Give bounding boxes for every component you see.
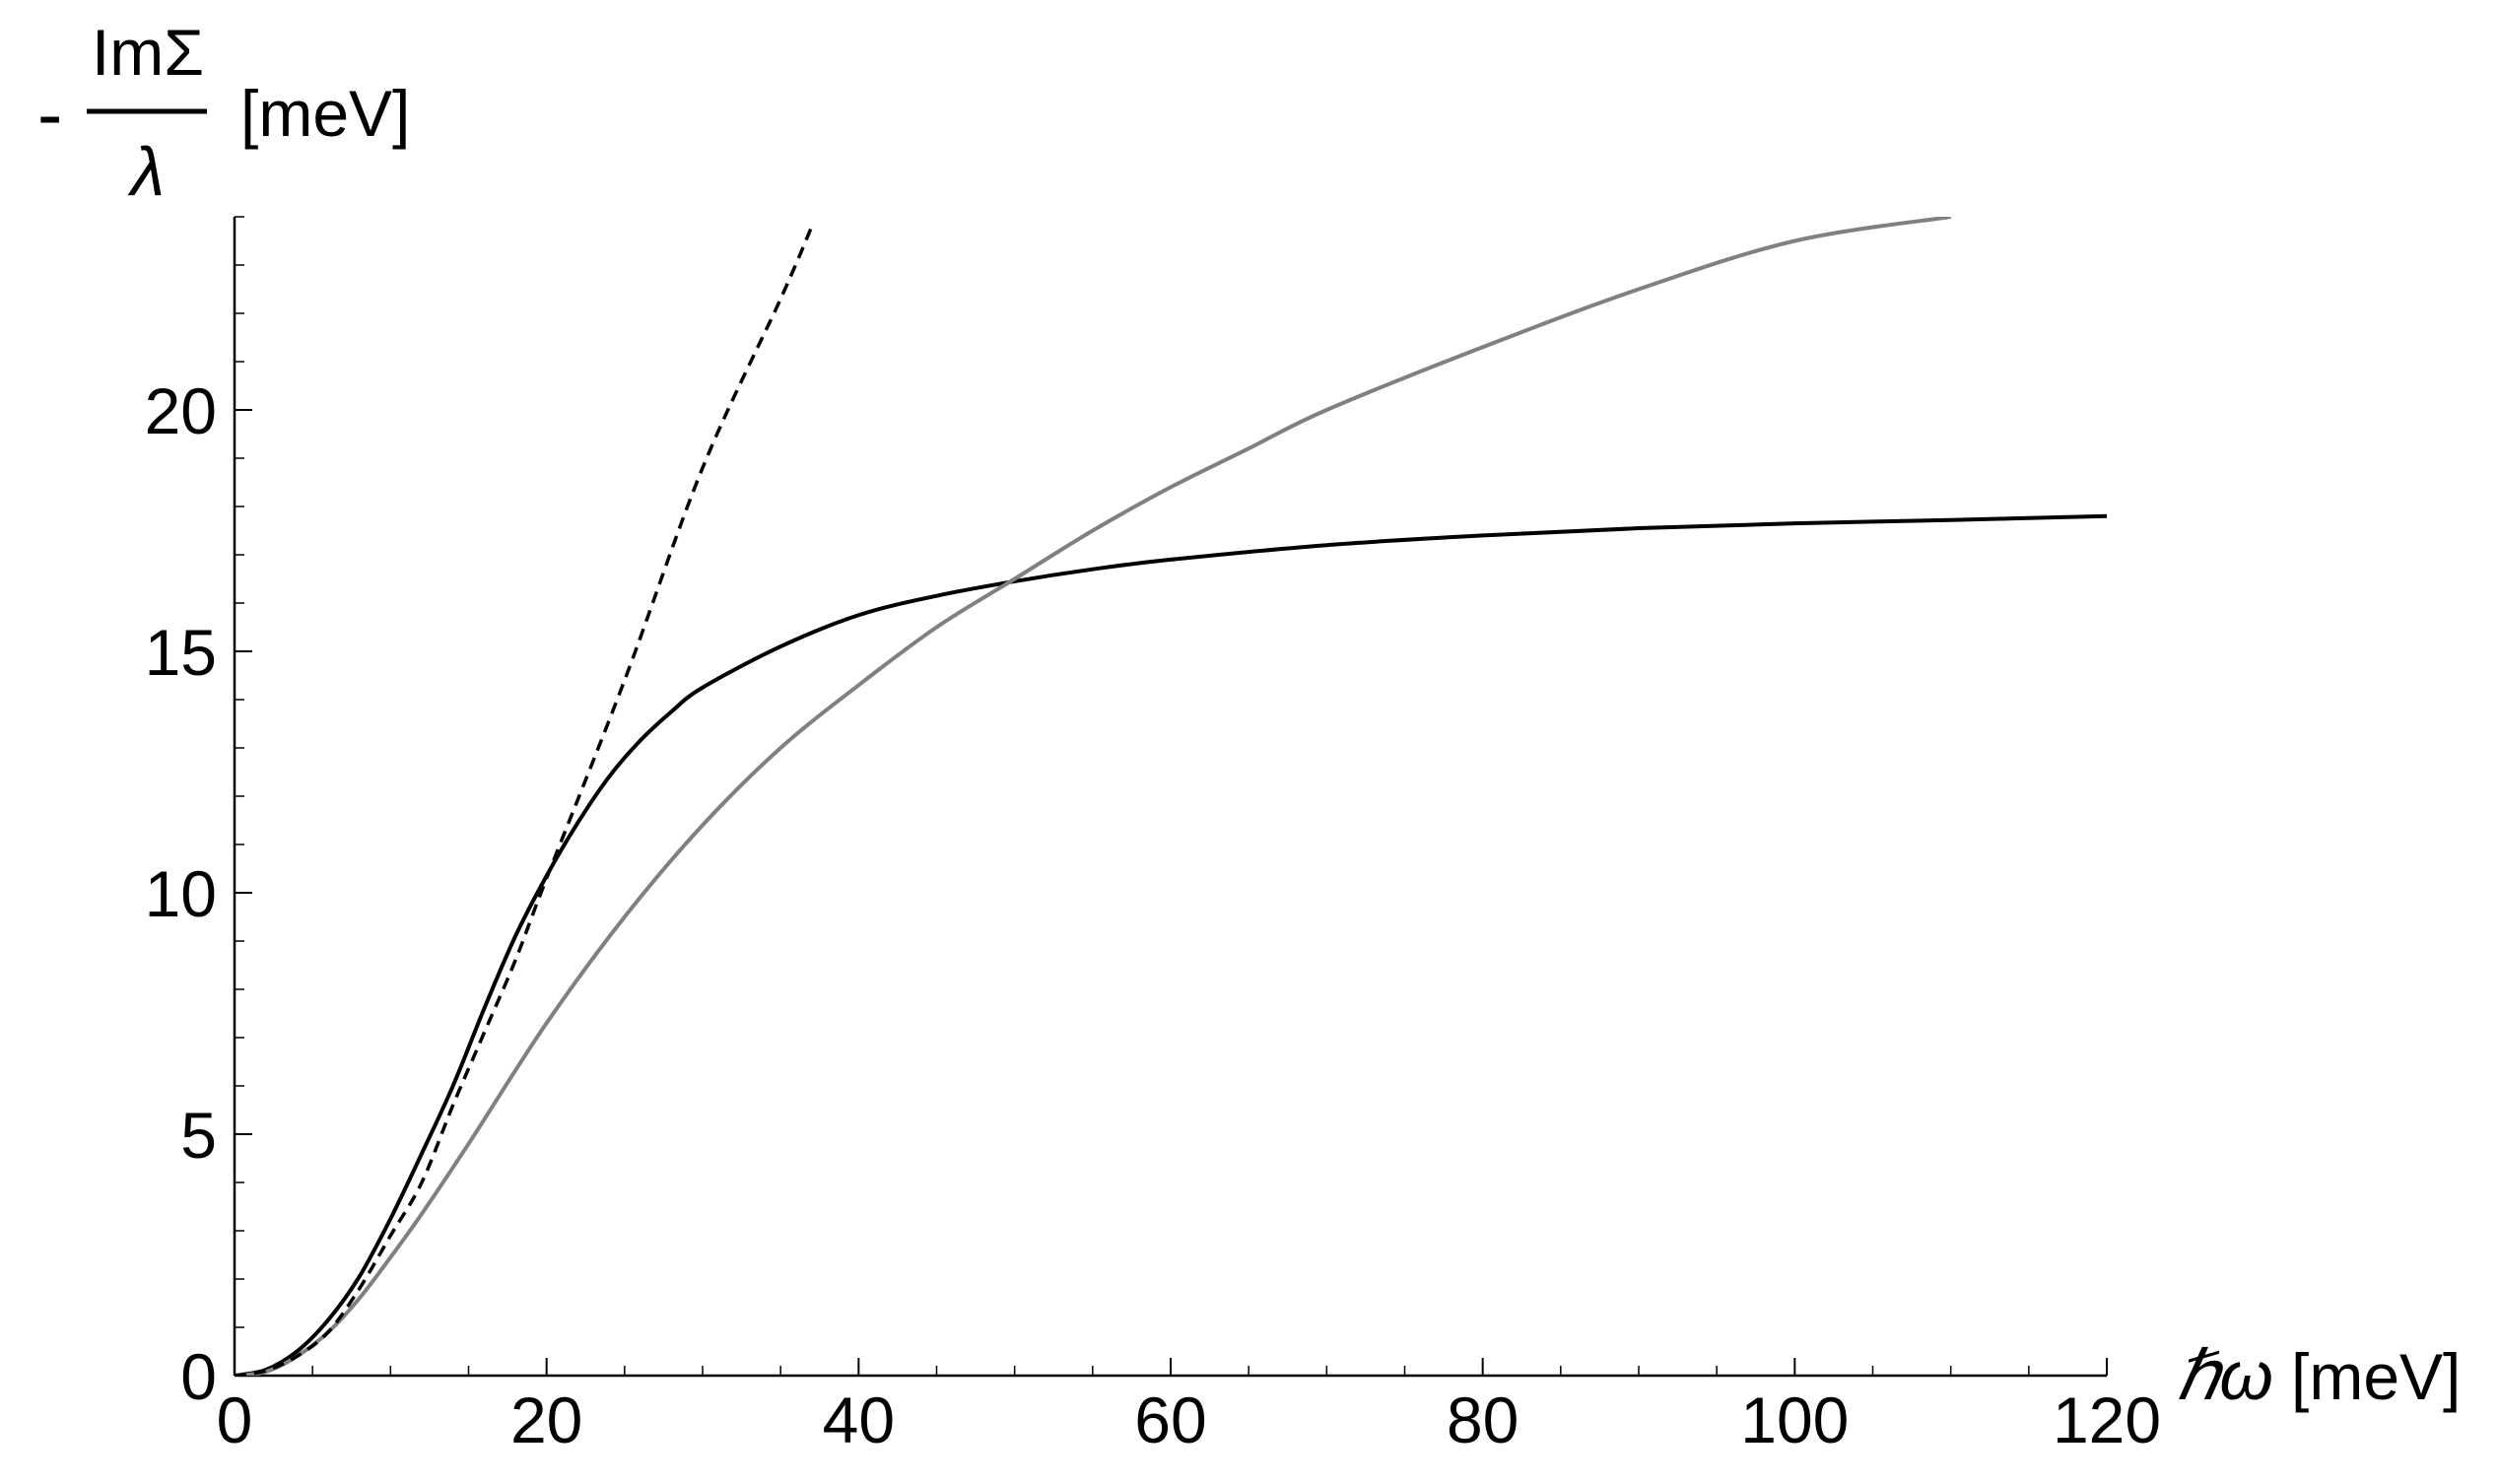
- series-line-black-solid: [235, 513, 2107, 1376]
- x-axis-ticks: 0 20 40 60 80 100 120: [217, 1358, 2161, 1456]
- series-line-black-dashed: [235, 226, 814, 1376]
- y-axis-label: - ImΣ λ [meV]: [37, 16, 410, 210]
- y-tick-label: 0: [180, 1340, 217, 1413]
- y-tick-label: 15: [145, 616, 217, 689]
- x-tick-label: 40: [823, 1383, 895, 1456]
- y-axis-label-numerator: ImΣ: [92, 16, 204, 89]
- x-axis-label-symbol: ℏω: [2176, 1337, 2273, 1414]
- y-axis-label-denominator: λ: [127, 133, 165, 210]
- x-tick-label: 80: [1447, 1383, 1519, 1456]
- series-line-gray-solid: [235, 217, 1951, 1376]
- y-tick-label: 10: [145, 857, 217, 930]
- x-tick-label: 120: [2053, 1383, 2161, 1456]
- y-axis-label-unit: [meV]: [240, 77, 410, 150]
- y-tick-label: 20: [145, 374, 217, 447]
- x-tick-label: 0: [217, 1383, 253, 1456]
- x-tick-label: 60: [1134, 1383, 1206, 1456]
- x-tick-label: 100: [1740, 1383, 1849, 1456]
- x-tick-label: 20: [510, 1383, 582, 1456]
- x-axis-label-unit: [meV]: [2291, 1340, 2461, 1413]
- x-axis-label: ℏω [meV]: [2176, 1337, 2461, 1414]
- y-axis-ticks: 0 5 10 15 20: [145, 216, 252, 1413]
- y-tick-label: 5: [180, 1099, 217, 1172]
- y-axis-label-prefix: -: [37, 73, 62, 157]
- series-layer: [235, 217, 2107, 1376]
